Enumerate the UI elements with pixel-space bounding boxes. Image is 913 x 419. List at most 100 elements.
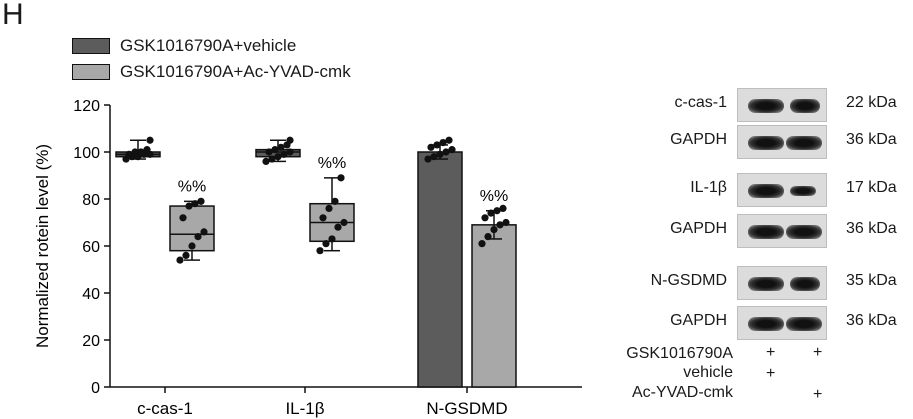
blot-row-n-gsdmd: N-GSDMD 35 kDa (600, 266, 913, 300)
treated-1-point (322, 240, 330, 248)
vehicle-2-point (427, 143, 435, 151)
vehicle-2-point (433, 141, 441, 149)
blot-row-c-cas-1: c-cas-1 22 kDa (600, 88, 913, 122)
treated-1-point (319, 214, 327, 222)
vehicle-1-point (262, 157, 270, 165)
treated-0-point (182, 251, 190, 259)
condition-label: Ac-YVAD-cmk (631, 384, 733, 401)
blot-label: c-cas-1 (674, 94, 727, 111)
treated-1-point (337, 174, 345, 182)
blot-image (737, 214, 827, 248)
vehicle-2-bar (417, 151, 463, 388)
condition-label: vehicle (683, 364, 733, 381)
blot-kda: 36 kDa (846, 312, 897, 329)
treated-2-point (481, 214, 489, 222)
treated-1-point (325, 204, 333, 212)
treated-0-point (179, 214, 187, 222)
condition-mark: + (766, 365, 776, 382)
blot-image (737, 125, 827, 159)
treated-2-point (493, 207, 501, 215)
vehicle-1-point (271, 146, 279, 154)
condition-mark: + (813, 344, 823, 361)
significance-label: %% (178, 178, 206, 195)
vehicle-1-point (280, 150, 288, 158)
panel-letter: H (2, 0, 24, 31)
treated-2-point (499, 204, 507, 212)
blot-row-gapdh-1: GAPDH 36 kDa (600, 125, 913, 159)
vehicle-0-point (137, 148, 145, 156)
treated-2-point (490, 225, 498, 234)
condition-label: GSK1016790A (626, 345, 733, 362)
x-tick-label: c-cas-1 (137, 399, 193, 418)
vehicle-1-point (277, 143, 285, 151)
y-tick-label: 60 (82, 239, 100, 256)
legend-item-treated: GSK1016790A+Ac-YVAD-cmk (72, 62, 351, 82)
treated-0-point (176, 256, 184, 264)
vehicle-1-point (265, 148, 273, 156)
vehicle-0-point (146, 136, 154, 144)
treated-0-point (197, 197, 205, 205)
blot-kda: 36 kDa (846, 220, 897, 237)
vehicle-2-point (445, 136, 453, 144)
vehicle-2-point (439, 139, 447, 147)
treated-2-point (496, 221, 504, 229)
legend-label-vehicle: GSK1016790A+vehicle (120, 36, 297, 55)
y-tick-label: 80 (82, 192, 100, 209)
blot-row-gapdh-3: GAPDH 36 kDa (600, 306, 913, 340)
condition-mark: + (813, 386, 823, 403)
y-tick-label: 100 (73, 145, 100, 162)
vehicle-0-point (143, 146, 151, 154)
vehicle-0-point (131, 148, 139, 156)
treated-1-point (316, 247, 324, 255)
vehicle-2-point (430, 153, 438, 161)
legend-swatch-vehicle (72, 38, 110, 54)
bar-chart: 0 20 40 60 80 100 120 Normalized rotein level (… (33, 98, 582, 418)
y-axis-label: Normalized rotein level (%) (33, 144, 52, 348)
vehicle-1-point (274, 153, 282, 161)
treated-0-point (191, 200, 199, 208)
vehicle-1-point (286, 148, 294, 156)
blot-label: GAPDH (670, 312, 727, 329)
treated-0-point (194, 233, 202, 241)
treated-0-point (188, 242, 196, 250)
blot-kda: 22 kDa (846, 94, 897, 111)
blot-image (737, 266, 827, 300)
significance-label: %% (318, 155, 346, 172)
treated-2-point (478, 240, 486, 248)
blot-kda: 17 kDa (846, 179, 897, 196)
blot-image (737, 173, 827, 207)
legend-item-vehicle: GSK1016790A+vehicle (72, 36, 296, 56)
significance-label: %% (480, 188, 508, 205)
treated-1-point (340, 218, 348, 227)
x-tick-label: N-GSDMD (426, 399, 507, 418)
treated-1-point (328, 235, 336, 243)
condition-mark: + (766, 344, 776, 361)
legend-label-treated: GSK1016790A+Ac-YVAD-cmk (120, 62, 351, 81)
y-tick-label: 0 (91, 380, 100, 397)
treated-2-point (487, 209, 495, 217)
blot-label: N-GSDMD (650, 272, 727, 289)
legend-swatch-treated (72, 64, 110, 80)
blot-label: GAPDH (670, 220, 727, 237)
blot-label: IL-1β (690, 179, 727, 196)
y-tick-label: 20 (82, 333, 100, 350)
treated-1-point (331, 197, 339, 205)
blot-row-il-1b: IL-1β 17 kDa (600, 173, 913, 207)
blot-kda: 36 kDa (846, 131, 897, 148)
vehicle-2-point (424, 155, 432, 163)
vehicle-1-point (268, 155, 276, 163)
blot-image (737, 88, 827, 122)
treated-2-point (502, 218, 510, 227)
y-tick-label: 40 (82, 286, 100, 303)
treated-0-point (200, 228, 208, 236)
y-tick-label: 120 (73, 98, 100, 115)
treated-1-point (334, 223, 342, 231)
treated-2-point (484, 233, 492, 241)
vehicle-2-point (448, 146, 456, 154)
treated-2-bar (471, 224, 517, 388)
vehicle-2-point (442, 148, 450, 156)
blot-row-gapdh-2: GAPDH 36 kDa (600, 214, 913, 248)
vehicle-2-point (436, 150, 444, 158)
vehicle-0-point (125, 150, 133, 158)
